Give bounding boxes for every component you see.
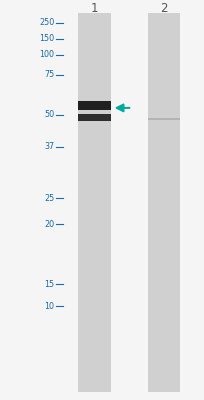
Text: 100: 100 [39,50,54,59]
Text: 75: 75 [44,70,54,79]
Bar [78,114,110,121]
Text: 150: 150 [39,34,54,43]
Text: 2: 2 [160,2,167,15]
Text: 250: 250 [39,18,54,28]
Bar [147,118,180,120]
Text: 50: 50 [44,110,54,119]
Bar [147,13,180,392]
Text: 25: 25 [44,194,54,203]
Text: 37: 37 [44,142,54,151]
Text: 20: 20 [44,220,54,229]
Bar [78,13,110,392]
Text: 15: 15 [44,280,54,289]
Text: 1: 1 [90,2,98,15]
Bar [78,101,110,110]
Text: 10: 10 [44,302,54,311]
